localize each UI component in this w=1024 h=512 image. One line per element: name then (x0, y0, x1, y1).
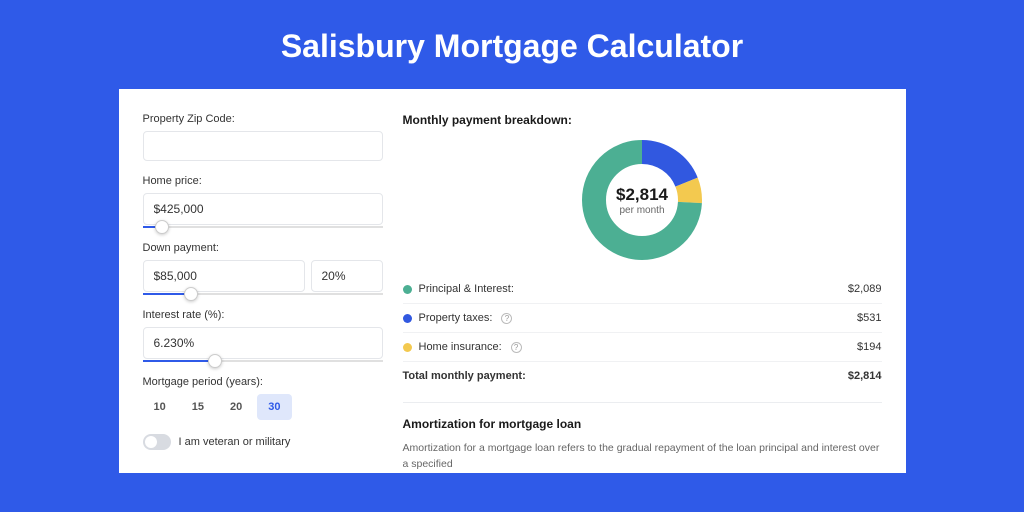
veteran-row: I am veteran or military (143, 434, 383, 450)
breakdown-row-property_taxes: Property taxes:? $531 (403, 303, 882, 332)
legend-dot (403, 314, 412, 323)
breakdown-total-row: Total monthly payment: $2,814 (403, 361, 882, 390)
interest-rate-label: Interest rate (%): (143, 309, 383, 321)
donut-amount: $2,814 (616, 185, 668, 205)
zip-input[interactable] (143, 131, 383, 161)
breakdown-list: Principal & Interest: $2,089 Property taxe… (403, 275, 882, 361)
interest-rate-field: Interest rate (%): (143, 309, 383, 362)
breakdown-title: Monthly payment breakdown: (403, 113, 882, 127)
breakdown-value: $2,089 (848, 283, 882, 295)
period-field: Mortgage period (years): 10152030 (143, 376, 383, 420)
zip-label: Property Zip Code: (143, 113, 383, 125)
donut-sub: per month (619, 205, 664, 216)
breakdown-column: Monthly payment breakdown: $2,814 per mo… (403, 113, 882, 473)
slider-thumb[interactable] (208, 354, 222, 368)
breakdown-value: $194 (857, 341, 881, 353)
slider-thumb[interactable] (184, 287, 198, 301)
down-payment-pct-input[interactable] (311, 260, 383, 292)
home-price-label: Home price: (143, 175, 383, 187)
slider-thumb[interactable] (155, 220, 169, 234)
period-btn-15[interactable]: 15 (181, 394, 215, 420)
donut-chart-wrap: $2,814 per month (403, 139, 882, 261)
calculator-card: Property Zip Code: Home price: Down paym… (119, 89, 906, 473)
down-payment-field: Down payment: (143, 242, 383, 295)
period-btn-10[interactable]: 10 (143, 394, 177, 420)
breakdown-row-home_insurance: Home insurance:? $194 (403, 332, 882, 361)
interest-rate-slider[interactable] (143, 360, 383, 362)
legend-dot (403, 285, 412, 294)
down-payment-slider[interactable] (143, 293, 383, 295)
breakdown-row-principal_interest: Principal & Interest: $2,089 (403, 275, 882, 303)
info-icon[interactable]: ? (501, 313, 512, 324)
total-label: Total monthly payment: (403, 370, 526, 382)
period-options: 10152030 (143, 394, 383, 420)
home-price-slider[interactable] (143, 226, 383, 228)
total-value: $2,814 (848, 370, 882, 382)
home-price-input[interactable] (143, 193, 383, 225)
down-payment-amount-input[interactable] (143, 260, 305, 292)
breakdown-label: Home insurance: (419, 341, 502, 353)
breakdown-label: Principal & Interest: (419, 283, 514, 295)
breakdown-value: $531 (857, 312, 881, 324)
amortization-title: Amortization for mortgage loan (403, 417, 882, 431)
input-column: Property Zip Code: Home price: Down paym… (143, 113, 383, 473)
period-btn-30[interactable]: 30 (257, 394, 291, 420)
veteran-toggle[interactable] (143, 434, 171, 450)
period-btn-20[interactable]: 20 (219, 394, 253, 420)
info-icon[interactable]: ? (511, 342, 522, 353)
veteran-label: I am veteran or military (179, 436, 291, 448)
amortization-section: Amortization for mortgage loan Amortizat… (403, 402, 882, 473)
home-price-field: Home price: (143, 175, 383, 228)
down-payment-label: Down payment: (143, 242, 383, 254)
legend-dot (403, 343, 412, 352)
donut-chart: $2,814 per month (581, 139, 703, 261)
period-label: Mortgage period (years): (143, 376, 383, 388)
zip-field: Property Zip Code: (143, 113, 383, 161)
toggle-knob (145, 436, 157, 448)
page-title: Salisbury Mortgage Calculator (0, 0, 1024, 89)
amortization-text: Amortization for a mortgage loan refers … (403, 441, 882, 473)
interest-rate-input[interactable] (143, 327, 383, 359)
breakdown-label: Property taxes: (419, 312, 493, 324)
